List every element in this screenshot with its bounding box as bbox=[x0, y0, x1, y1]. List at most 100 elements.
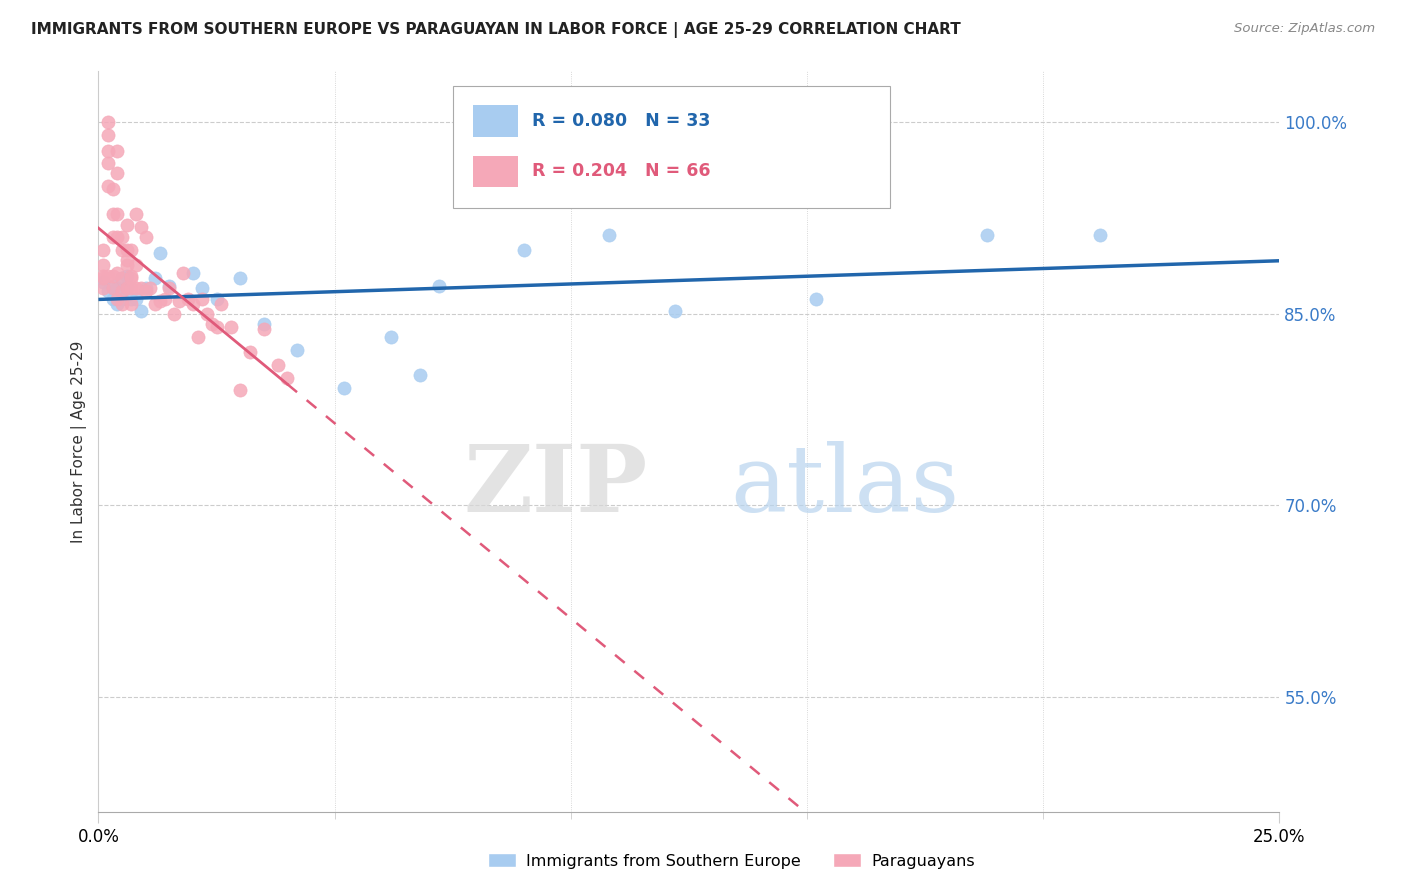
Text: atlas: atlas bbox=[730, 441, 959, 531]
Point bbox=[97, 268, 120, 283]
Point bbox=[229, 384, 252, 398]
Point bbox=[97, 284, 120, 298]
Text: R = 0.080   N = 33: R = 0.080 N = 33 bbox=[531, 112, 710, 130]
Point bbox=[129, 220, 152, 235]
Point bbox=[163, 307, 186, 321]
Point bbox=[101, 230, 124, 244]
Point bbox=[91, 259, 114, 273]
Point bbox=[101, 281, 124, 295]
Point bbox=[267, 358, 290, 372]
Point bbox=[115, 268, 138, 283]
Point bbox=[121, 243, 143, 257]
Point bbox=[101, 278, 124, 293]
Point bbox=[191, 281, 214, 295]
Point bbox=[135, 281, 157, 295]
Point bbox=[111, 230, 134, 244]
Point bbox=[125, 207, 148, 221]
Point bbox=[143, 271, 166, 285]
Point bbox=[253, 322, 276, 336]
Point bbox=[149, 294, 172, 309]
Text: Source: ZipAtlas.com: Source: ZipAtlas.com bbox=[1234, 22, 1375, 36]
Point bbox=[125, 292, 148, 306]
Point bbox=[91, 271, 114, 285]
Point bbox=[664, 304, 686, 318]
Point bbox=[121, 268, 143, 283]
Point bbox=[115, 259, 138, 273]
Legend: Immigrants from Southern Europe, Paraguayans: Immigrants from Southern Europe, Paragua… bbox=[481, 847, 981, 875]
Point bbox=[101, 207, 124, 221]
Point bbox=[91, 243, 114, 257]
Point bbox=[205, 319, 228, 334]
Text: ZIP: ZIP bbox=[464, 441, 648, 531]
Point bbox=[121, 292, 143, 306]
Point bbox=[139, 281, 162, 295]
Point bbox=[105, 281, 128, 295]
Point bbox=[143, 296, 166, 310]
Point bbox=[105, 266, 128, 280]
Point bbox=[427, 278, 450, 293]
Point bbox=[229, 271, 252, 285]
Point bbox=[97, 128, 120, 143]
Point bbox=[157, 281, 180, 295]
Point bbox=[101, 292, 124, 306]
Point bbox=[209, 296, 232, 310]
Point bbox=[105, 144, 128, 158]
Point bbox=[598, 227, 620, 242]
Point bbox=[91, 281, 114, 295]
Point bbox=[276, 370, 298, 384]
Point bbox=[105, 207, 128, 221]
Point bbox=[111, 292, 134, 306]
Point bbox=[1088, 227, 1111, 242]
Point bbox=[806, 292, 828, 306]
Point bbox=[111, 296, 134, 310]
Point bbox=[105, 292, 128, 306]
Point bbox=[181, 266, 204, 280]
Y-axis label: In Labor Force | Age 25-29: In Labor Force | Age 25-29 bbox=[72, 341, 87, 542]
Point bbox=[111, 271, 134, 285]
Point bbox=[97, 115, 120, 129]
Text: R = 0.204   N = 66: R = 0.204 N = 66 bbox=[531, 162, 710, 180]
Point bbox=[105, 230, 128, 244]
Point bbox=[129, 304, 152, 318]
Point bbox=[333, 381, 356, 395]
Point bbox=[125, 259, 148, 273]
Text: IMMIGRANTS FROM SOUTHERN EUROPE VS PARAGUAYAN IN LABOR FORCE | AGE 25-29 CORRELA: IMMIGRANTS FROM SOUTHERN EUROPE VS PARAG… bbox=[31, 22, 960, 38]
Point bbox=[105, 296, 128, 310]
Point bbox=[135, 284, 157, 298]
Point bbox=[111, 284, 134, 298]
Point bbox=[105, 166, 128, 180]
Point bbox=[253, 317, 276, 331]
FancyBboxPatch shape bbox=[453, 87, 890, 209]
Point bbox=[121, 281, 143, 295]
FancyBboxPatch shape bbox=[472, 156, 517, 186]
Point bbox=[91, 268, 114, 283]
Point bbox=[205, 292, 228, 306]
FancyBboxPatch shape bbox=[472, 105, 517, 136]
Point bbox=[157, 278, 180, 293]
Point bbox=[115, 253, 138, 268]
Point bbox=[285, 343, 308, 357]
Point bbox=[195, 307, 218, 321]
Point bbox=[115, 218, 138, 232]
Point bbox=[191, 292, 214, 306]
Point bbox=[115, 243, 138, 257]
Point bbox=[976, 227, 998, 242]
Point bbox=[149, 245, 172, 260]
Point bbox=[408, 368, 430, 383]
Point bbox=[97, 156, 120, 170]
Point bbox=[201, 317, 224, 331]
Point bbox=[97, 179, 120, 194]
Point bbox=[125, 281, 148, 295]
Point bbox=[115, 278, 138, 293]
Point bbox=[115, 281, 138, 295]
Point bbox=[97, 144, 120, 158]
Point bbox=[111, 243, 134, 257]
Point bbox=[380, 330, 402, 344]
Point bbox=[172, 266, 194, 280]
Point bbox=[153, 292, 176, 306]
Point bbox=[129, 281, 152, 295]
Point bbox=[167, 294, 190, 309]
Point bbox=[101, 268, 124, 283]
Point bbox=[135, 230, 157, 244]
Point bbox=[181, 296, 204, 310]
